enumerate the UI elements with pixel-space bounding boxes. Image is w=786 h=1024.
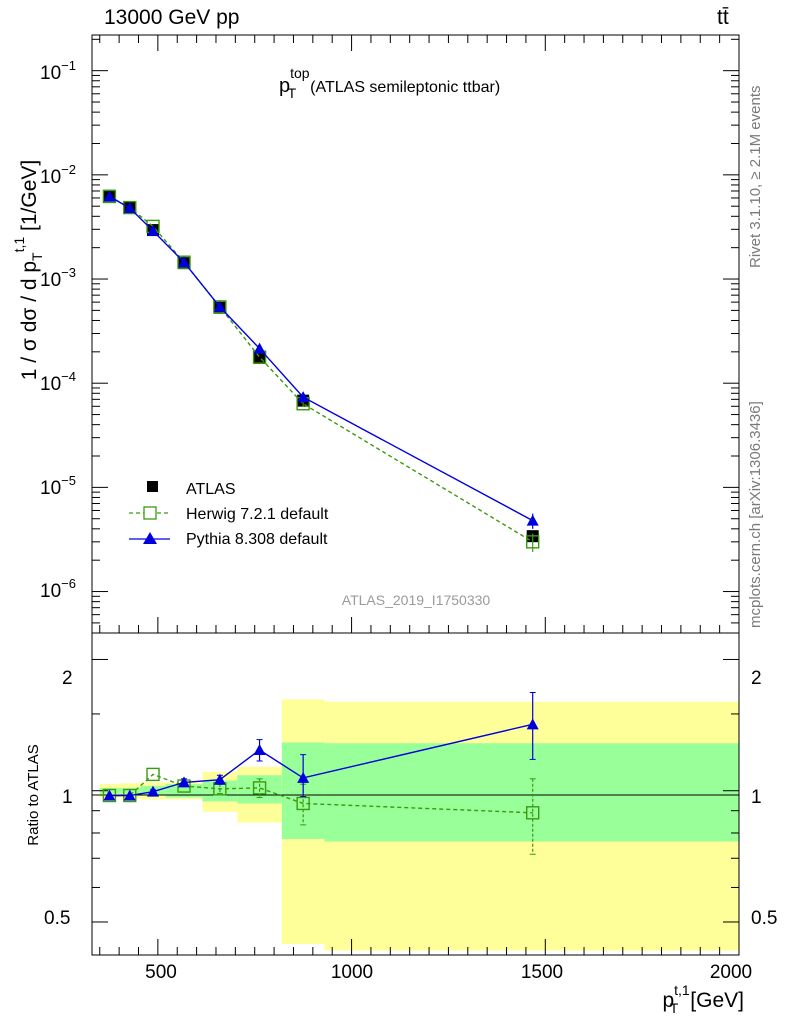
data-point-2 (213, 300, 226, 312)
data-point-2 (253, 342, 266, 354)
legend-pythia-marker (143, 532, 157, 544)
ratio-line-1 (109, 723, 533, 797)
main-axis-ticks (92, 35, 740, 634)
ratio-y-tick-label: 2 (62, 668, 73, 689)
ratio-point-0 (296, 796, 310, 811)
legend-herwig-label: Herwig 7.2.1 default (186, 506, 329, 523)
ratio-point-1 (123, 789, 136, 801)
ratio-point-1 (178, 776, 191, 788)
series-line-2 (109, 195, 534, 522)
ratio-point-1 (526, 718, 539, 730)
legend-atlas-label: ATLAS (186, 481, 236, 498)
main-series-layer (102, 189, 540, 552)
y-tick-label: 10−2 (40, 162, 76, 188)
svg-text:Ratio to ATLAS: Ratio to ATLAS (25, 744, 42, 845)
data-point-2 (103, 190, 116, 202)
energy-label: 13000 GeV pp (104, 6, 240, 29)
analysis-watermark: ATLAS_2019_I1750330 (342, 592, 491, 608)
main-y-axis-label: 1 / σ dσ / d pTt,1 [1/GeV] (11, 160, 45, 381)
legend-pythia-label: Pythia 8.308 default (186, 531, 328, 548)
y-tick-label: 10−1 (40, 58, 76, 84)
y-tick-label: 10−6 (40, 576, 76, 602)
svg-text:1 / σ dσ / d pTt,1 [1/GeV]: 1 / σ dσ / d pTt,1 [1/GeV] (11, 160, 45, 381)
ratio-axis-ticks (92, 658, 740, 955)
ratio-point-1 (253, 743, 266, 755)
ratio-y-tick-label-right: 2 (751, 668, 762, 689)
y-tick-label: 10−3 (40, 265, 76, 291)
ratio-frame (91, 632, 740, 956)
series-line-1 (109, 195, 534, 543)
ratio-series-layer (102, 691, 540, 855)
ratio-y-tick-label-right: 1 (751, 787, 762, 808)
ratio-point-0 (252, 781, 267, 795)
inner-band-segment (165, 784, 203, 798)
x-tick-label: 1500 (521, 962, 563, 983)
legend-herwig-marker (143, 506, 157, 520)
x-tick-label: 2000 (710, 962, 752, 983)
ratio-point-1 (297, 771, 310, 783)
ratio-point-0 (525, 806, 540, 820)
ratio-point-1 (213, 773, 226, 785)
data-point-2 (526, 514, 539, 526)
ratio-uncertainty-bands (99, 699, 739, 951)
y-tick-label: 10−5 (40, 473, 76, 499)
y-tick-label: 10−4 (40, 369, 76, 395)
ratio-point-0 (146, 767, 160, 782)
ratio-y-tick-label: 1 (62, 787, 73, 808)
data-point-2 (178, 256, 191, 268)
x-tick-label: 500 (145, 962, 177, 983)
ratio-line-0 (109, 773, 533, 814)
main-title: ptop T (ATLAS semileptonic ttbar) (279, 65, 500, 101)
ratio-point-1 (103, 789, 116, 801)
ratio-y-axis-label: Ratio to ATLAS (25, 744, 42, 845)
ratio-y-tick-label-right: 0.5 (751, 908, 777, 929)
ratio-point-1 (147, 785, 160, 797)
data-point-1 (525, 535, 540, 549)
process-label: tt̄ (717, 6, 729, 29)
main-y-tick-labels: 10−1 10−2 10−3 10−4 10−5 10−6 (40, 58, 76, 602)
data-point-2 (297, 391, 310, 403)
x-tick-label: 1000 (331, 962, 373, 983)
x-axis-label: pt,1 T [GeV] (662, 982, 744, 1016)
legend: ATLAS Herwig 7.2.1 default Pythia 8.308 … (129, 481, 329, 548)
data-point-1 (123, 200, 137, 215)
data-point-2 (123, 202, 136, 214)
legend-atlas-marker (147, 481, 158, 492)
ratio-y-tick-label: 0.5 (44, 908, 70, 929)
data-point-2 (147, 224, 160, 236)
